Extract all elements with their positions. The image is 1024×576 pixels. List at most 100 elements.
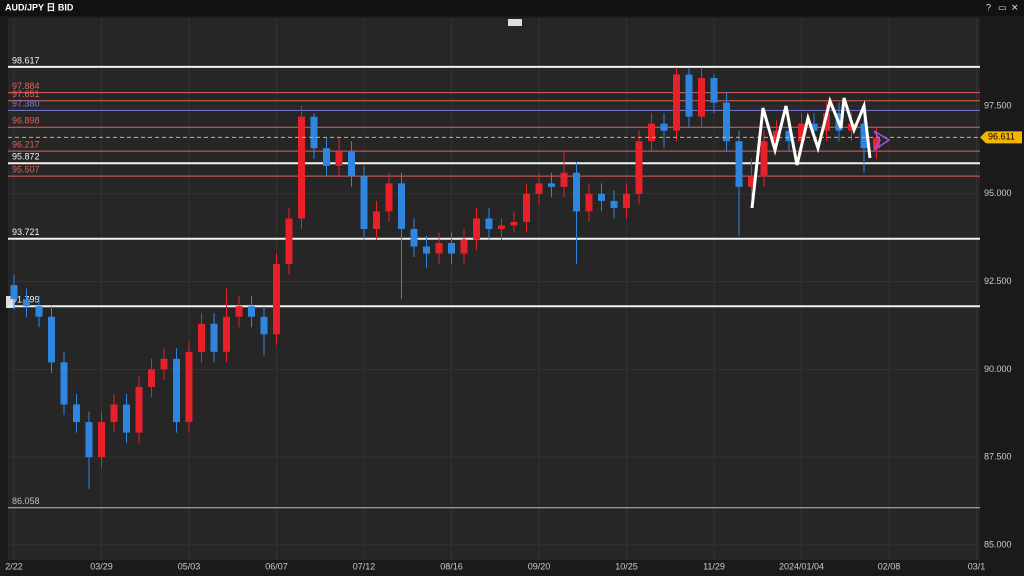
candle-body	[698, 78, 705, 117]
last-price-tag	[980, 131, 1022, 144]
y-tick-label: 85.000	[984, 539, 1012, 549]
candle-body	[235, 306, 243, 317]
candle-body	[248, 306, 255, 317]
y-tick-label: 92.500	[984, 276, 1012, 286]
candle-body	[98, 422, 105, 458]
x-tick-label: 06/07	[265, 561, 288, 571]
drawn-arrow	[873, 130, 891, 151]
x-tick-label: 03/29	[90, 561, 113, 571]
candle-body	[798, 123, 805, 142]
candle-body	[348, 151, 355, 177]
candle-body	[35, 306, 43, 317]
candle-body	[60, 362, 68, 405]
candle-body	[823, 113, 830, 131]
title-bar	[0, 0, 1024, 16]
candle-body	[185, 351, 193, 423]
level-label: 95.872	[12, 152, 40, 162]
candle-body	[85, 422, 93, 458]
candle-body	[848, 123, 855, 131]
plot-area	[8, 18, 980, 560]
x-tick-label: 2024/01/04	[779, 561, 824, 571]
help-button[interactable]: ?	[986, 2, 991, 12]
candle-body	[385, 183, 393, 212]
level-label: 95.507	[12, 164, 40, 174]
candle-body	[110, 404, 118, 423]
candle-body	[310, 116, 318, 149]
candle-body	[785, 130, 793, 142]
candle-body	[73, 404, 80, 423]
candle-body	[760, 141, 768, 177]
candle-body	[473, 218, 480, 240]
candle-body	[535, 183, 543, 194]
candle-body	[398, 183, 405, 229]
candle-body	[23, 299, 30, 307]
candle-body	[635, 141, 643, 194]
level-label: 97.884	[12, 81, 40, 91]
level-label: 97.651	[12, 89, 40, 99]
candle-body	[660, 123, 668, 131]
candle-body	[523, 193, 530, 222]
x-tick-label: 10/25	[615, 561, 638, 571]
candle-body	[410, 228, 418, 247]
chart-layer: 85.000 87.500 90.000 92.500 95.000 97.500 2/22…	[5, 18, 1022, 571]
candle-body	[223, 316, 230, 352]
y-tick-label: 90.000	[984, 364, 1012, 374]
candle-body	[160, 358, 168, 370]
collapse-tab[interactable]	[508, 19, 522, 26]
x-tick-label: 08/16	[440, 561, 463, 571]
candle-body	[735, 141, 743, 187]
candle-body	[723, 102, 730, 142]
candle-body	[460, 239, 468, 254]
candle-body	[373, 211, 380, 229]
candle-body	[610, 200, 618, 208]
level-label: 86.058	[12, 496, 40, 506]
candle-body	[148, 369, 155, 387]
level-label: 93.721	[12, 227, 40, 237]
candle-body	[435, 243, 443, 254]
level-label: 98.617	[12, 55, 40, 65]
candle-body	[48, 316, 55, 363]
candle-body	[173, 358, 180, 423]
level-label: 96.217	[12, 140, 40, 150]
candle-body	[198, 323, 205, 352]
candle-body	[210, 323, 218, 352]
candle-body	[423, 246, 430, 254]
side-handle[interactable]	[6, 296, 15, 308]
close-button[interactable]: ✕	[1011, 2, 1019, 12]
candle-body	[873, 137, 880, 149]
x-tick-label: 2/22	[5, 561, 23, 571]
drawn-zigzag	[750, 96, 872, 209]
maximize-button[interactable]: ▭	[998, 2, 1007, 12]
candle-body	[123, 404, 130, 433]
candle-body	[685, 74, 693, 117]
candle-body	[573, 172, 580, 212]
y-tick-label: 87.500	[984, 452, 1012, 462]
candle-body	[298, 116, 305, 219]
candle-body	[273, 264, 280, 335]
level-label: 97.380	[12, 99, 40, 109]
candle-body	[548, 183, 555, 187]
candle-body	[360, 176, 368, 229]
y-tick-label: 95.000	[984, 188, 1012, 198]
candle-body	[623, 193, 630, 208]
candle-body	[10, 285, 18, 300]
candle-body	[135, 386, 143, 433]
last-price-label: 96.611	[988, 132, 1015, 142]
level-label: 96.898	[12, 116, 40, 126]
candle-body	[648, 123, 655, 142]
candle-body	[748, 176, 755, 187]
candle-body	[673, 74, 680, 131]
candle-body	[485, 218, 493, 229]
window-title: AUD/JPY 日 BID	[5, 2, 74, 12]
candle-body	[335, 151, 343, 166]
candle-body	[710, 78, 718, 103]
candle-body	[498, 225, 505, 229]
x-tick-label: 05/03	[178, 561, 201, 571]
candle-body	[773, 130, 780, 142]
candle-body	[860, 123, 868, 149]
candle-body	[560, 172, 568, 187]
candle-body	[448, 243, 455, 254]
x-tick-label: 09/20	[528, 561, 551, 571]
